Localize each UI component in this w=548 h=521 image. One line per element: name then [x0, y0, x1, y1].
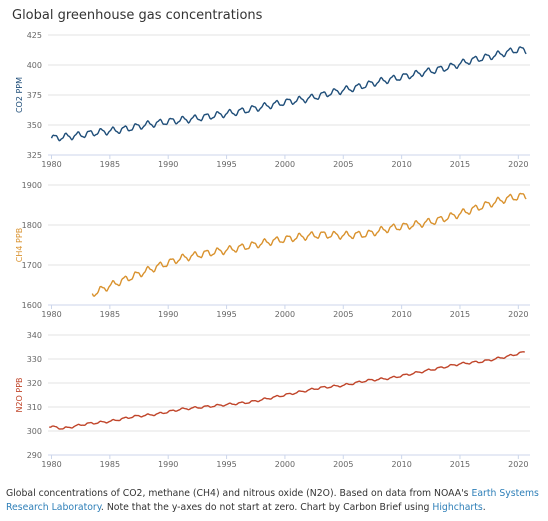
- x-tick-label: 2020: [508, 460, 528, 469]
- x-tick-label: 1980: [41, 310, 61, 319]
- y-tick-label: 400: [27, 61, 42, 70]
- highcharts-link[interactable]: Highcharts: [432, 502, 483, 513]
- y-axis-label: CO2 PPM: [15, 77, 24, 113]
- x-tick-label: 2005: [333, 460, 353, 469]
- x-tick-label: 1985: [100, 160, 120, 169]
- y-tick-label: 1900: [22, 181, 42, 190]
- ch4-panel: 1600 1700 1800 1900 1980 1985 1990 1995 2000 2005…: [15, 181, 530, 319]
- y-tick-label: 1800: [22, 221, 42, 230]
- y-tick-label: 425: [27, 31, 42, 40]
- x-tick-label: 2010: [391, 160, 411, 169]
- y-tick-label: 350: [27, 121, 42, 130]
- co2-panel: 325 350 375 400 425 1980 1985 1990 1995 2000 2005 2…: [15, 31, 530, 169]
- x-tick-label: 2020: [508, 160, 528, 169]
- n2o-series-line: [49, 351, 525, 430]
- x-tick-label: 1990: [158, 160, 178, 169]
- x-tick-label: 1985: [100, 310, 120, 319]
- y-tick-label: 325: [27, 151, 42, 160]
- x-tick-label: 1980: [41, 160, 61, 169]
- y-tick-label: 290: [27, 451, 42, 460]
- x-tick-label: 2005: [333, 310, 353, 319]
- co2-series-line: [50, 46, 527, 142]
- x-tick-label: 2015: [450, 460, 470, 469]
- y-axis-label: CH4 PPB: [15, 228, 24, 262]
- x-tick-label: 1995: [216, 460, 236, 469]
- y-tick-label: 310: [27, 403, 42, 412]
- x-tick-label: 2000: [275, 310, 295, 319]
- caption-text-2: . Note that the y-axes do not start at z…: [100, 502, 433, 513]
- caption-text-3: .: [482, 502, 486, 513]
- x-tick-label: 1995: [216, 310, 236, 319]
- x-tick-label: 2010: [391, 460, 411, 469]
- ch4-series-line: [91, 192, 527, 297]
- y-tick-label: 300: [27, 427, 42, 436]
- x-tick-label: 1980: [41, 460, 61, 469]
- y-tick-label: 1700: [22, 261, 42, 270]
- caption-text-1: Global concentrations of CO2, methane (C…: [6, 488, 472, 499]
- y-tick-label: 1600: [22, 301, 42, 310]
- chart-caption: Global concentrations of CO2, methane (C…: [6, 487, 542, 515]
- y-axis-label: N2O PPB: [15, 377, 24, 412]
- x-tick-label: 1995: [216, 160, 236, 169]
- x-tick-label: 2010: [391, 310, 411, 319]
- x-tick-label: 2005: [333, 160, 353, 169]
- x-tick-label: 2015: [450, 310, 470, 319]
- x-tick-label: 1990: [158, 460, 178, 469]
- chart-title: Global greenhouse gas concentrations: [12, 8, 263, 23]
- y-tick-label: 320: [27, 379, 42, 388]
- x-tick-label: 1985: [100, 460, 120, 469]
- y-tick-label: 330: [27, 355, 42, 364]
- x-tick-label: 2000: [275, 460, 295, 469]
- n2o-panel: 290 300 310 320 330 340 1980 1985 1990 1995 2000 20…: [15, 331, 530, 469]
- y-tick-label: 340: [27, 331, 42, 340]
- x-tick-label: 2000: [275, 160, 295, 169]
- esrl-link[interactable]: Earth Systems Research Laboratory: [6, 488, 539, 513]
- x-tick-label: 2015: [450, 160, 470, 169]
- y-tick-label: 375: [27, 91, 42, 100]
- x-tick-label: 1990: [158, 310, 178, 319]
- x-tick-label: 2020: [508, 310, 528, 319]
